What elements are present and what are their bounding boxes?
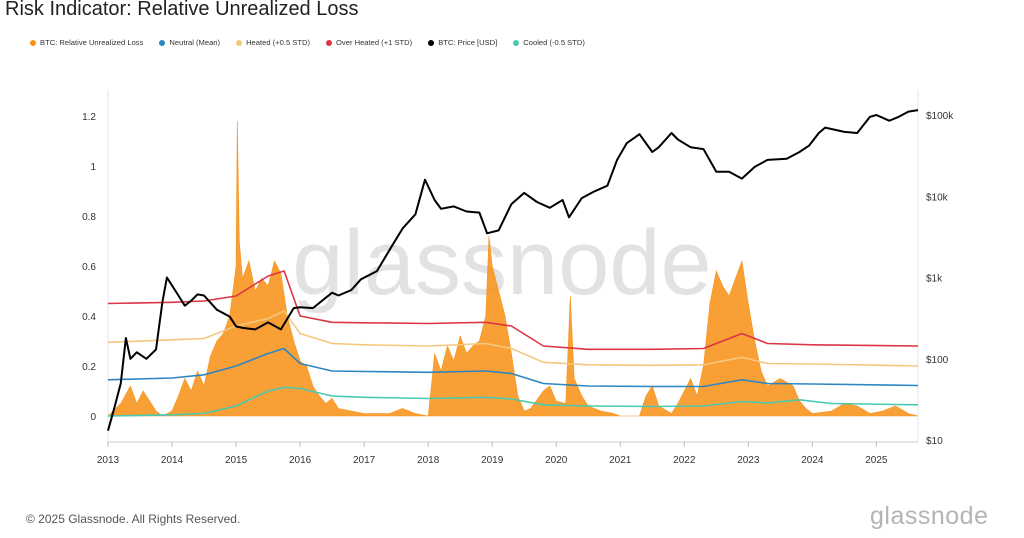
legend-marker — [236, 39, 243, 46]
x-tick-label: 2018 — [417, 455, 440, 466]
series-line-cooled-0-5-std — [107, 386, 919, 417]
right-tick-label: $10 — [926, 436, 943, 447]
chart-title: Risk Indicator: Relative Unrealized Loss — [5, 0, 359, 20]
left-tick-label: 0.8 — [82, 212, 96, 223]
x-tick-label: 2023 — [737, 455, 760, 466]
left-tick-label: 0.2 — [82, 362, 96, 373]
legend-label: Cooled (-0.5 STD) — [523, 38, 585, 47]
x-tick-label: 2016 — [289, 455, 312, 466]
left-tick-label: 0 — [90, 412, 96, 423]
left-tick-label: 0.4 — [82, 312, 96, 323]
line-layer — [107, 109, 919, 431]
legend-label: Heated (+0.5 STD) — [246, 38, 311, 47]
left-tick-label: 1.2 — [82, 112, 96, 123]
left-tick-label: 0.6 — [82, 262, 96, 273]
area-layer — [107, 120, 919, 417]
legend-label: BTC: Price [USD] — [438, 38, 498, 47]
legend-marker — [428, 39, 435, 46]
right-tick-label: $1k — [926, 274, 943, 285]
right-tick-label: $10k — [926, 192, 949, 203]
legend-item-neutral-mean[interactable]: Neutral (Mean) — [159, 38, 220, 47]
series-line-btc-price-usd — [107, 109, 919, 431]
legend-label: BTC: Relative Unrealized Loss — [40, 38, 144, 47]
x-tick-label: 2020 — [545, 455, 568, 466]
legend-marker — [30, 39, 36, 46]
x-tick-label: 2015 — [225, 455, 248, 466]
x-tick-label: 2021 — [609, 455, 632, 466]
chart-watermark: glassnode — [292, 212, 711, 314]
legend-marker — [513, 39, 520, 46]
right-axis-ticks: $10 $100 $1k $10k $100k — [926, 111, 954, 447]
legend-item-relative-unrealized-loss[interactable]: BTC: Relative Unrealized Loss — [30, 38, 143, 47]
legend-item-heated[interactable]: Heated (+0.5 STD) — [236, 38, 310, 47]
left-axis-ticks: 0 0.2 0.4 0.6 0.8 1 1.2 — [82, 112, 96, 423]
footer-logo: glassnode — [870, 502, 989, 530]
x-tick-label: 2019 — [481, 455, 504, 466]
series-line-heated-0-5-std — [107, 310, 919, 367]
x-tick-label: 2024 — [801, 455, 824, 466]
legend-label: Over Heated (+1 STD) — [336, 38, 413, 47]
legend-item-btc-price[interactable]: BTC: Price [USD] — [428, 38, 497, 47]
x-tick-label: 2013 — [97, 455, 120, 466]
footer-copyright: © 2025 Glassnode. All Rights Reserved. — [26, 512, 241, 526]
x-tick-label: 2025 — [865, 455, 888, 466]
series-area-btc-relative-unrealized-loss — [107, 120, 919, 417]
legend: BTC: Relative Unrealized Loss Neutral (M… — [30, 38, 585, 47]
series-line-over-heated-1-std — [107, 270, 919, 351]
legend-label: Neutral (Mean) — [169, 38, 221, 47]
left-tick-label: 1 — [90, 162, 96, 173]
x-tick-label: 2017 — [353, 455, 376, 466]
series-line-neutral-mean — [107, 347, 919, 388]
legend-marker — [159, 39, 166, 46]
legend-marker — [326, 39, 333, 46]
x-axis-ticks: 2013 2014 2015 2016 2017 2018 2019 2020 2021 2022… — [97, 442, 888, 466]
x-tick-label: 2022 — [673, 455, 696, 466]
legend-item-cooled[interactable]: Cooled (-0.5 STD) — [513, 38, 585, 47]
x-tick-label: 2014 — [161, 455, 184, 466]
legend-item-over-heated[interactable]: Over Heated (+1 STD) — [326, 38, 412, 47]
right-tick-label: $100k — [926, 111, 954, 122]
right-tick-label: $100 — [926, 355, 949, 366]
